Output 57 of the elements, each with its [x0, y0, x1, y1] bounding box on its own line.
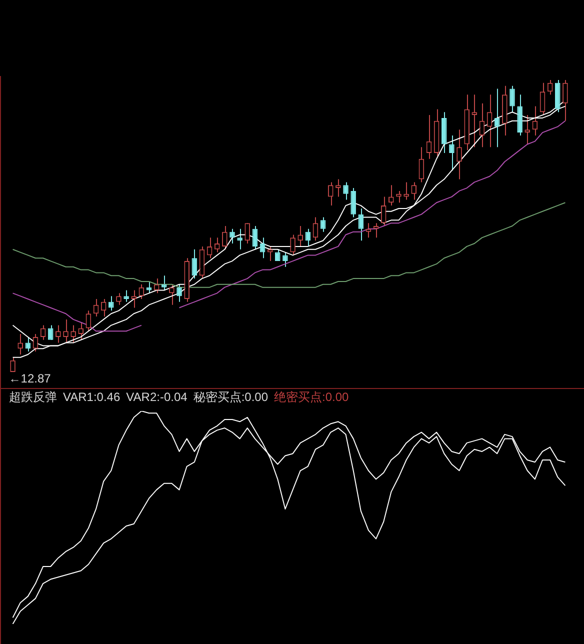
candlestick	[404, 182, 409, 200]
candlestick	[222, 226, 228, 250]
candlestick	[494, 88, 500, 148]
chart-title: 超跌反弹	[9, 390, 57, 404]
candlestick	[131, 290, 137, 308]
candlestick	[312, 216, 318, 242]
candlestick	[350, 188, 356, 218]
candlestick	[18, 334, 23, 355]
candlestick	[86, 310, 92, 332]
candlestick	[510, 85, 515, 113]
candlestick	[479, 102, 485, 148]
candlestick	[161, 275, 167, 291]
candlestick	[486, 94, 492, 148]
candlestick	[524, 114, 530, 145]
candlestick	[540, 82, 546, 116]
candlestick	[472, 94, 478, 148]
candlestick	[320, 216, 326, 232]
text: 绝密买点:0.00	[274, 390, 349, 404]
annotation: ←12.87	[8, 371, 52, 386]
candlestick	[252, 226, 258, 250]
candlestick	[48, 324, 54, 340]
candlestick	[70, 324, 76, 344]
candlestick	[10, 356, 16, 372]
candlestick	[176, 284, 182, 302]
candlestick	[562, 80, 568, 122]
candlestick	[267, 246, 273, 262]
candlestick	[63, 318, 68, 344]
candlestick	[380, 196, 386, 226]
candlestick	[56, 324, 61, 344]
candlestick	[192, 248, 198, 280]
candlestick	[366, 222, 372, 238]
candlestick	[244, 222, 250, 244]
text: VAR1:0.46	[63, 390, 120, 404]
candlestick	[260, 237, 266, 259]
candlestick	[343, 182, 348, 200]
candlestick	[456, 129, 462, 180]
candlestick	[282, 252, 288, 268]
candlestick	[214, 237, 220, 253]
text: 秘密买点:0.00	[193, 390, 268, 404]
candlestick	[336, 178, 341, 198]
candlestick	[230, 228, 235, 244]
candlestick	[388, 184, 394, 206]
text: VAR2:-0.04	[126, 390, 188, 404]
candlestick	[358, 208, 364, 242]
candlestick	[418, 146, 424, 183]
candlestick	[298, 226, 303, 247]
candlestick	[449, 134, 454, 172]
candlestick	[169, 284, 174, 306]
candlestick	[290, 234, 296, 256]
candlestick	[396, 190, 402, 204]
candlestick	[116, 292, 122, 306]
candlestick	[124, 290, 129, 302]
candlestick	[237, 228, 242, 250]
candlestick	[78, 322, 84, 340]
candlestick	[108, 296, 114, 312]
candlestick	[373, 222, 379, 238]
candlestick	[328, 182, 334, 206]
